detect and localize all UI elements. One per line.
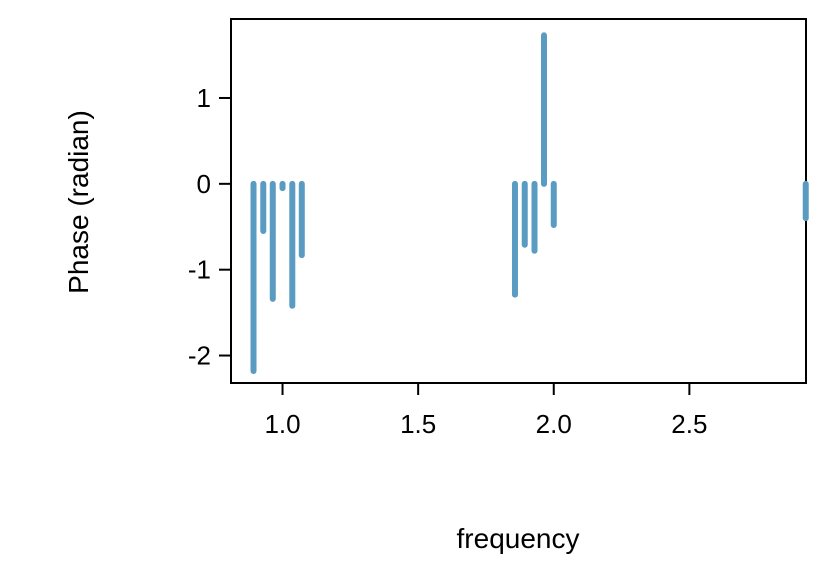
- y-axis-title: Phase (radian): [63, 110, 94, 294]
- bars-group: [250, 32, 809, 374]
- plot-frame: [230, 18, 807, 384]
- x-tick-label-0: 1.0: [264, 409, 300, 439]
- y-tick-label-3: -2: [188, 341, 211, 371]
- y-tick-label-0: 1: [197, 83, 211, 113]
- y-axis: 1 0 -1 -2: [188, 83, 232, 371]
- x-tick-label-3: 2.5: [671, 409, 707, 439]
- x-tick-label-2: 2.0: [536, 409, 572, 439]
- y-tick-label-1: 0: [197, 169, 211, 199]
- x-axis: 1.0 1.5 2.0 2.5: [264, 382, 707, 439]
- x-axis-title: frequency: [457, 523, 580, 554]
- x-tick-label-1: 1.5: [400, 409, 436, 439]
- y-tick-label-2: -1: [188, 255, 211, 285]
